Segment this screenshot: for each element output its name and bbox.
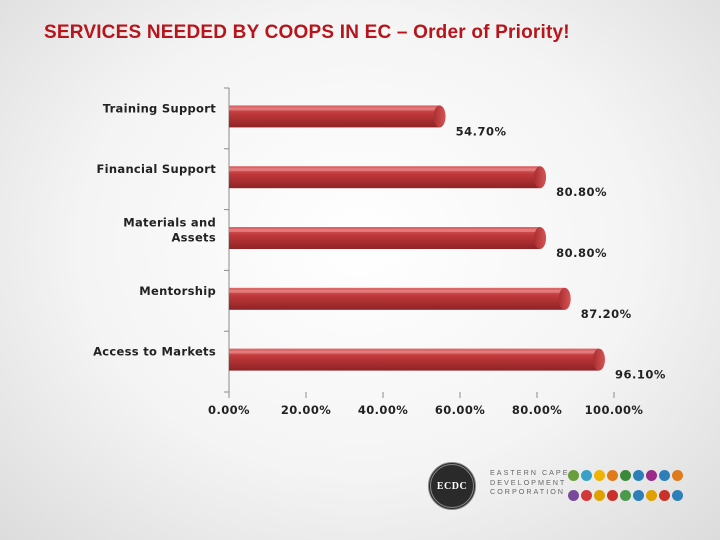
logo-badge-icon	[633, 490, 644, 501]
bar-highlight	[229, 229, 539, 232]
ecdc-name-line-2: DEVELOPMENT	[490, 477, 567, 487]
bar	[229, 348, 599, 371]
ecdc-name-line-3: CORPORATION	[490, 487, 565, 496]
logo-badge-icon	[633, 470, 644, 481]
logo-badge-icon	[581, 490, 592, 501]
value-tick-label: 40.00%	[358, 403, 408, 417]
value-label: 96.10%	[615, 368, 666, 382]
category-label: Financial Support	[97, 162, 217, 176]
logo-badge-icon	[568, 490, 579, 501]
logo-badge-icon	[672, 470, 683, 481]
chart-title: SERVICES NEEDED BY COOPS IN EC – Order o…	[44, 22, 570, 43]
ecdc-name: EASTERN CAPE DEVELOPMENT CORPORATION	[490, 468, 570, 497]
value-label: 80.80%	[556, 246, 607, 260]
logo-badge-icon	[607, 490, 618, 501]
value-label: 80.80%	[556, 185, 607, 199]
logo-badge-icon	[594, 470, 605, 481]
category-label: Access to Markets	[93, 345, 216, 359]
logo-badge-icon	[581, 470, 592, 481]
chart-axes: 0.00% 20.00% 40.00% 60.00% 80.00% 100.00%	[208, 87, 644, 417]
logo-badge-icon	[659, 490, 670, 501]
value-tick-label: 20.00%	[281, 403, 331, 417]
logo-badge-icon	[607, 470, 618, 481]
value-label: 87.20%	[581, 307, 632, 321]
logo-badge-icon	[620, 490, 631, 501]
ecdc-logo: ECDC EASTERN CAPE DEVELOPMENT CORPORATIO…	[428, 462, 703, 510]
bar	[229, 287, 565, 310]
value-tick-label: 100.00%	[585, 403, 644, 417]
logo-badge-icon	[672, 490, 683, 501]
logo-badge-icon	[620, 470, 631, 481]
bar-highlight	[229, 350, 597, 354]
logo-icon-row-bottom	[568, 490, 683, 501]
logo-badge-icon	[646, 470, 657, 481]
bar-highlight	[229, 289, 563, 293]
bar-end-cap	[558, 287, 571, 310]
value-tick-label: 80.00%	[512, 403, 562, 417]
logo-badge-icon	[646, 490, 657, 501]
logo-badge-icon	[594, 490, 605, 501]
category-label: Assets	[171, 231, 216, 245]
bar	[229, 166, 541, 189]
value-label: 54.70%	[456, 124, 507, 138]
ecdc-seal: ECDC	[428, 462, 476, 510]
value-tick-label: 60.00%	[435, 403, 485, 417]
chart-labels: Training Support 54.70% Financial Support 8…	[93, 101, 666, 382]
bar-end-cap	[433, 105, 446, 128]
bar-end-cap	[592, 348, 605, 371]
bar-highlight	[229, 168, 539, 172]
bar	[229, 105, 440, 128]
logo-badge-icon	[568, 470, 579, 481]
bar	[229, 227, 541, 249]
logo-badge-icon	[659, 470, 670, 481]
category-label: Training Support	[103, 101, 217, 115]
ecdc-name-line-1: EASTERN CAPE	[490, 468, 570, 477]
bar-highlight	[229, 107, 438, 111]
category-label: Mentorship	[139, 284, 216, 298]
ecdc-seal-text: ECDC	[436, 480, 468, 492]
chart-bars	[229, 105, 605, 371]
bar-end-cap	[534, 227, 547, 249]
bar-end-cap	[534, 166, 547, 189]
value-tick-label: 0.00%	[208, 403, 250, 417]
category-label: Materials and	[123, 216, 216, 230]
logo-icon-row-top	[568, 470, 683, 481]
